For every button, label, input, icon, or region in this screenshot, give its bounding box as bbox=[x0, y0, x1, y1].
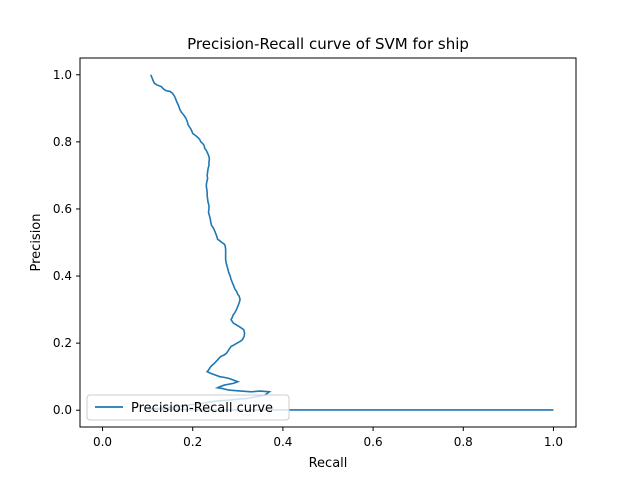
plot-area bbox=[79, 57, 577, 428]
x-tick-label: 0.6 bbox=[364, 435, 383, 449]
x-axis-ticks: 0.0 0.2 0.4 0.6 0.8 1.0 bbox=[93, 427, 563, 449]
x-tick-label: 0.0 bbox=[93, 435, 112, 449]
x-tick-label: 0.2 bbox=[183, 435, 202, 449]
series-layer bbox=[147, 74, 554, 411]
legend-label: Precision-Recall curve bbox=[131, 401, 273, 416]
series-line-precision-recall bbox=[147, 74, 554, 411]
y-axis-ticks: 0.0 0.2 0.4 0.6 0.8 1.0 bbox=[53, 68, 80, 417]
x-tick-label: 0.4 bbox=[273, 435, 292, 449]
x-tick-label: 1.0 bbox=[544, 435, 563, 449]
y-tick-label: 1.0 bbox=[53, 68, 72, 82]
chart-title: Precision-Recall curve of SVM for ship bbox=[187, 35, 469, 53]
y-tick-label: 0.2 bbox=[53, 336, 72, 350]
legend-box bbox=[86, 394, 290, 421]
legend: Precision-Recall curve bbox=[86, 394, 290, 421]
y-tick-label: 0.6 bbox=[53, 202, 72, 216]
x-axis-label: Recall bbox=[309, 456, 348, 471]
y-tick-label: 0.4 bbox=[53, 269, 72, 283]
x-tick-label: 0.8 bbox=[454, 435, 473, 449]
y-tick-label: 0.0 bbox=[53, 403, 72, 417]
y-axis-label: Precision bbox=[29, 213, 44, 271]
y-tick-label: 0.8 bbox=[53, 135, 72, 149]
